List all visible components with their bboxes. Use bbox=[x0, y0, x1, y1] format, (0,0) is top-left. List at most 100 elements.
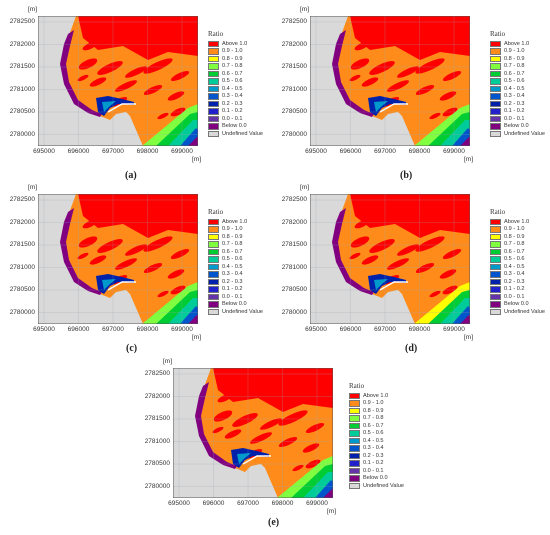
legend-swatch bbox=[490, 48, 501, 55]
map-grid bbox=[310, 194, 470, 324]
legend-item: 0.4 - 0.5 bbox=[208, 85, 263, 93]
legend-item: Undefined Value bbox=[208, 130, 263, 138]
legend-label: 0.2 - 0.3 bbox=[222, 100, 243, 107]
legend-swatch bbox=[490, 63, 501, 70]
legend-label: 0.2 - 0.3 bbox=[504, 278, 525, 285]
map-grid bbox=[38, 194, 198, 324]
legend-swatch bbox=[208, 115, 219, 122]
legend-label: 0.9 - 1.0 bbox=[222, 48, 243, 55]
y-tick-label: 2782000 bbox=[9, 40, 35, 48]
legend-label: 0.7 - 0.8 bbox=[222, 63, 243, 70]
legend-label: Above 1.0 bbox=[222, 218, 248, 225]
legend-label: 0.0 - 0.1 bbox=[222, 293, 243, 300]
ratio-legend: Ratio Above 1.0 0.9 - 1.0 0.8 - 0.9 0.7 - 0.… bbox=[490, 208, 545, 316]
legend-swatch bbox=[490, 130, 501, 137]
coastal-strip bbox=[60, 30, 102, 117]
x-tick-label: 699000 bbox=[171, 326, 193, 333]
y-axis-unit: [m] bbox=[28, 6, 38, 13]
legend-label: 0.9 - 1.0 bbox=[222, 226, 243, 233]
legend-item: 0.2 - 0.3 bbox=[490, 100, 545, 108]
y-tick-label: 2780000 bbox=[281, 308, 307, 316]
legend-item: 0.4 - 0.5 bbox=[490, 263, 545, 271]
y-tick-label: 2782500 bbox=[281, 196, 307, 203]
legend-label: 0.9 - 1.0 bbox=[363, 400, 384, 407]
legend-label: 0.3 - 0.4 bbox=[504, 271, 525, 278]
legend-swatch bbox=[490, 248, 501, 255]
y-tick-label: 2781000 bbox=[9, 263, 35, 271]
legend-swatch bbox=[208, 286, 219, 293]
legend-item: 0.6 - 0.7 bbox=[208, 248, 263, 256]
legend-label: 0.2 - 0.3 bbox=[222, 278, 243, 285]
jetty bbox=[253, 464, 265, 484]
y-tick-label: 2780500 bbox=[9, 108, 35, 115]
legend-item: 0.1 - 0.2 bbox=[490, 286, 545, 294]
legend-item: Undefined Value bbox=[208, 308, 263, 316]
legend-item: 0.2 - 0.3 bbox=[208, 100, 263, 108]
legend-label: 0.7 - 0.8 bbox=[363, 415, 384, 422]
legend-swatch bbox=[349, 407, 360, 414]
x-axis-unit: [m] bbox=[464, 156, 474, 163]
legend-label: 0.9 - 1.0 bbox=[504, 226, 525, 233]
map-panel: [m] [m] 2782500 2782000 2781500 2781000 278050… bbox=[272, 0, 545, 181]
panel-caption: (a) bbox=[125, 170, 137, 181]
legend-item: 0.9 - 1.0 bbox=[490, 48, 545, 56]
legend-swatch bbox=[208, 278, 219, 285]
legend-label: 0.8 - 0.9 bbox=[504, 233, 525, 240]
legend-swatch bbox=[208, 85, 219, 92]
y-tick-label: 2782000 bbox=[144, 392, 170, 400]
legend-label: 0.4 - 0.5 bbox=[504, 85, 525, 92]
legend-item: 0.1 - 0.2 bbox=[490, 108, 545, 116]
x-tick-label: 696000 bbox=[339, 148, 362, 155]
legend-swatch bbox=[490, 85, 501, 92]
map-panel: [m] [m] 2782500 2782000 2781500 2781000 278050… bbox=[0, 178, 272, 356]
x-tick-label: 696000 bbox=[202, 500, 225, 507]
legend-label: Undefined Value bbox=[363, 482, 404, 489]
y-tick-label: 2780000 bbox=[144, 482, 170, 490]
legend-label: 0.0 - 0.1 bbox=[504, 293, 525, 300]
map-panel: [m] [m] 2782500 2782000 2781500 2781000 278050… bbox=[272, 178, 545, 356]
legend-item: 0.1 - 0.2 bbox=[349, 460, 404, 468]
x-axis-unit: [m] bbox=[192, 334, 202, 341]
breakwater bbox=[242, 455, 271, 465]
y-tick-label: 2782500 bbox=[9, 196, 35, 203]
legend-label: 0.7 - 0.8 bbox=[504, 63, 525, 70]
legend-swatch bbox=[490, 286, 501, 293]
legend-swatch bbox=[208, 40, 219, 47]
legend-swatch bbox=[490, 233, 501, 240]
x-tick-label: 695000 bbox=[33, 326, 55, 333]
legend-item: Below 0.0 bbox=[208, 301, 263, 309]
legend-item: 0.5 - 0.6 bbox=[349, 430, 404, 438]
legend-swatch bbox=[349, 475, 360, 482]
y-tick-label: 2780500 bbox=[9, 286, 35, 293]
ratio-map bbox=[173, 368, 333, 498]
y-tick-label: 2780500 bbox=[144, 460, 170, 467]
legend-swatch bbox=[490, 241, 501, 248]
legend-label: 0.0 - 0.1 bbox=[363, 467, 384, 474]
x-tick-label: 695000 bbox=[305, 148, 327, 155]
legend-swatch bbox=[349, 452, 360, 459]
high-ratio-zones bbox=[77, 194, 198, 308]
legend-label: 0.5 - 0.6 bbox=[222, 78, 243, 85]
legend-swatch bbox=[490, 115, 501, 122]
legend-item: 0.9 - 1.0 bbox=[208, 48, 263, 56]
y-tick-label: 2781500 bbox=[9, 241, 35, 248]
y-tick-label: 2781500 bbox=[9, 63, 35, 70]
y-tick-label: 2781500 bbox=[281, 241, 307, 248]
legend-swatch bbox=[490, 218, 501, 225]
legend-item: 0.6 - 0.7 bbox=[349, 422, 404, 430]
legend-swatch bbox=[490, 93, 501, 100]
panel-caption: (d) bbox=[405, 343, 418, 354]
legend-label: 0.7 - 0.8 bbox=[504, 241, 525, 248]
legend-label: 0.8 - 0.9 bbox=[222, 233, 243, 240]
legend-title: Ratio bbox=[490, 30, 506, 38]
y-axis-unit: [m] bbox=[163, 358, 173, 365]
legend-label: 0.6 - 0.7 bbox=[504, 70, 525, 77]
x-tick-label: 696000 bbox=[67, 326, 90, 333]
breakwater bbox=[379, 281, 408, 291]
harbour-low-ratio bbox=[96, 274, 134, 294]
legend-swatch bbox=[490, 40, 501, 47]
legend-item: Below 0.0 bbox=[349, 475, 404, 483]
legend-swatch bbox=[208, 256, 219, 263]
legend-item: 0.7 - 0.8 bbox=[208, 63, 263, 71]
legend-swatch bbox=[490, 100, 501, 107]
